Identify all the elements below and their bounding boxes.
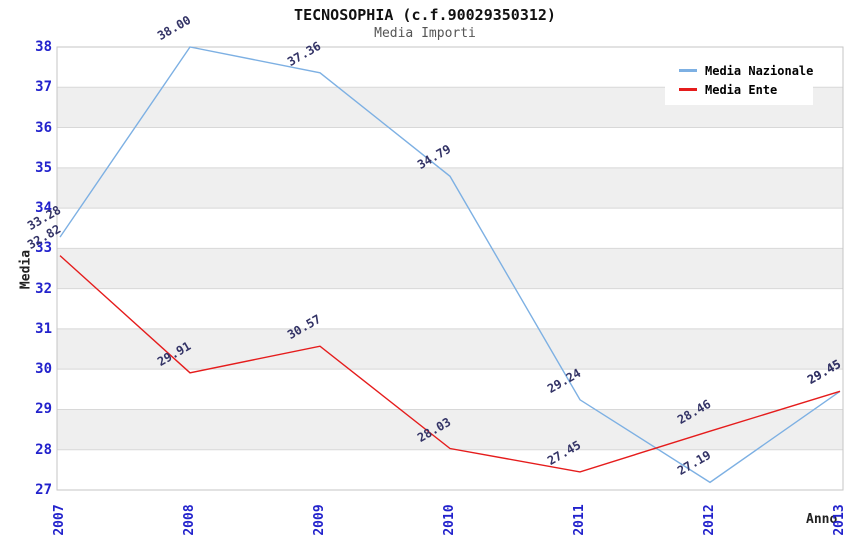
y-tick-label: 29 [35, 401, 52, 418]
x-tick-label: 2013 [832, 504, 847, 536]
y-tick-label: 32 [35, 280, 52, 297]
series-line-media-ente [59, 255, 841, 473]
chart-title: TECNOSOPHIA (c.f.90029350312) [294, 6, 556, 24]
y-tick-label: 38 [35, 39, 52, 55]
legend-item-media-ente: Media Ente [665, 80, 813, 99]
x-tick-label: 2011 [572, 504, 587, 536]
y-tick-label: 34 [35, 200, 52, 217]
legend: Media Nazionale Media Ente [665, 55, 813, 105]
legend-item-media-nazionale: Media Nazionale [665, 61, 813, 80]
x-axis-label: Anno [806, 512, 838, 527]
plot-band [57, 167, 843, 209]
y-tick-label: 37 [35, 79, 52, 96]
y-tick-label: 33 [35, 240, 52, 257]
x-tick-label: 2008 [182, 504, 197, 536]
legend-line-swatch [679, 69, 697, 72]
x-tick-label: 2009 [312, 504, 327, 536]
x-tick-label: 2007 [52, 504, 67, 536]
y-tick-label: 28 [35, 441, 52, 458]
y-tick-label: 31 [35, 320, 52, 337]
plot-band [57, 248, 843, 289]
plot-band [57, 328, 843, 370]
y-tick-label: 35 [35, 159, 52, 176]
y-tick-label: 30 [35, 361, 52, 378]
plot-band [57, 409, 843, 450]
series-line-media-nazionale [59, 46, 841, 484]
x-tick-label: 2012 [702, 504, 717, 536]
legend-item-label: Media Ente [705, 82, 778, 97]
chart-subtitle: Media Importi [374, 26, 476, 41]
y-tick-label: 36 [35, 119, 52, 136]
x-tick-label: 2010 [442, 504, 457, 536]
legend-item-label: Media Nazionale [705, 63, 814, 78]
legend-line-swatch [679, 88, 697, 91]
plot-border [56, 46, 844, 491]
y-tick-label: 27 [35, 482, 52, 498]
